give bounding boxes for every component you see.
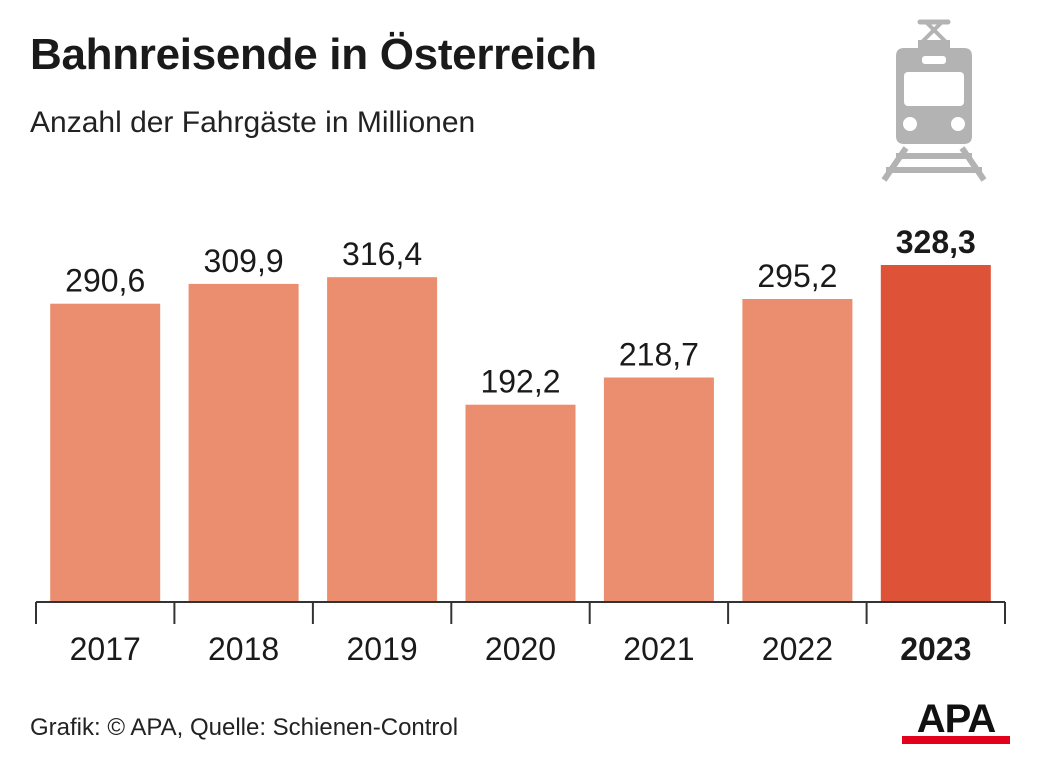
bar-2023 (880, 265, 991, 602)
x-tick-label-2017: 2017 (70, 631, 141, 667)
value-label-2023: 328,3 (896, 224, 976, 260)
chart-subtitle: Anzahl der Fahrgäste in Millionen (30, 106, 476, 139)
value-label-2017: 290,6 (65, 263, 145, 299)
bar-2022 (742, 299, 853, 602)
value-label-2021: 218,7 (619, 337, 699, 373)
x-tick-label-2018: 2018 (208, 631, 279, 667)
bar-2017 (50, 303, 161, 602)
source-note: Grafik: © APA, Quelle: Schienen-Control (30, 714, 459, 741)
chart-title: Bahnreisende in Österreich (30, 30, 597, 79)
apa-logo-text: APA (917, 698, 996, 741)
x-tick-label-2022: 2022 (762, 631, 833, 667)
value-label-2022: 295,2 (757, 258, 837, 294)
bar-2021 (603, 377, 714, 602)
train-icon (881, 19, 987, 182)
apa-logo-bar (902, 736, 1010, 744)
x-tick-label-2023: 2023 (900, 631, 971, 667)
apa-logo: APA (902, 698, 1010, 744)
bar-2020 (465, 404, 576, 602)
x-tick-label-2019: 2019 (347, 631, 418, 667)
value-label-2019: 316,4 (342, 236, 422, 272)
bar-2018 (188, 283, 299, 602)
bar-chart: 290,6 2017 309,9 2018 316,4 2019 192,2 2020 218,… (35, 224, 1006, 667)
x-tick-label-2021: 2021 (623, 631, 694, 667)
bar-2019 (327, 277, 438, 602)
x-tick-label-2020: 2020 (485, 631, 556, 667)
value-label-2020: 192,2 (480, 364, 560, 400)
value-label-2018: 309,9 (204, 243, 284, 279)
